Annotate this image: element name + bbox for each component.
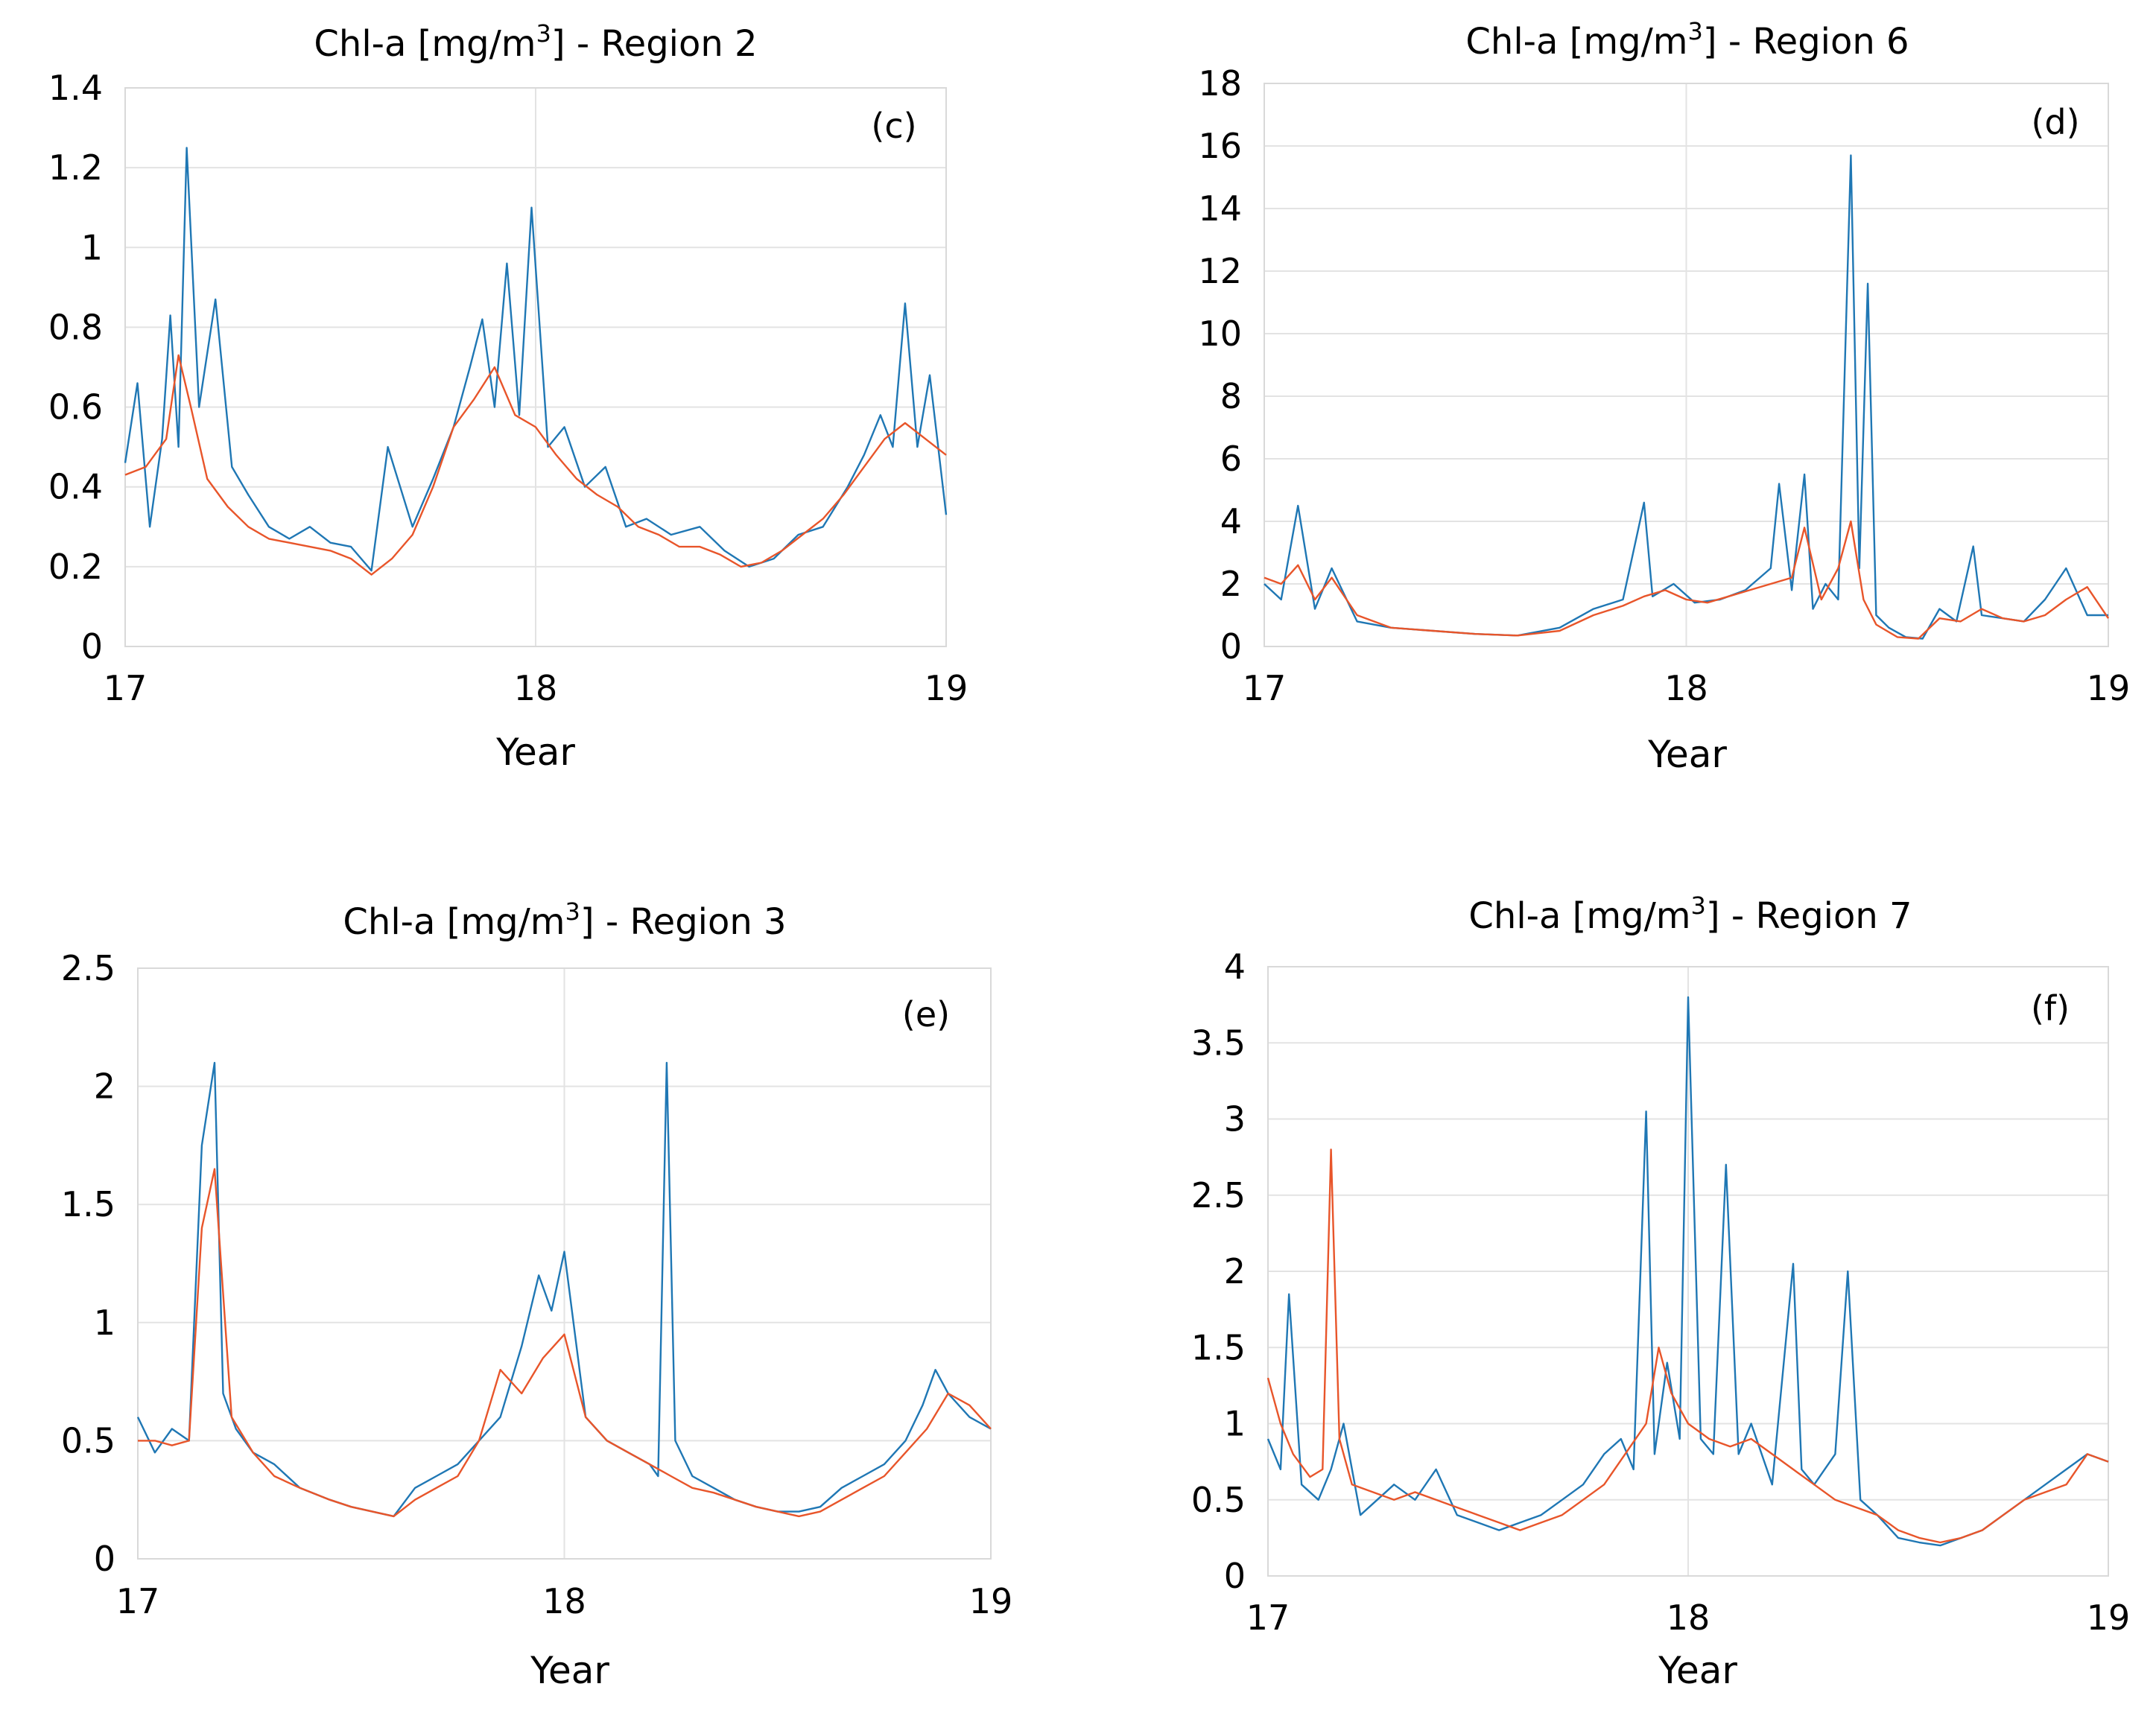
x-axis-label: Year [1658,1649,1737,1692]
y-tick-label: 0.5 [61,1420,115,1461]
y-tick-label: 2 [1220,564,1242,604]
y-tick-label: 16 [1198,126,1242,166]
title-sup: 3 [1688,17,1703,45]
y-tick-label: 2.5 [61,948,115,988]
plot-frame [1267,966,2109,1577]
series-line-blue [1266,996,2109,1547]
chart-title: Chl-a [mg/m3] - Region 3 [343,897,786,943]
chart-panel-region-3: 0 0.5 1 1.5 2 2.5 17 18 19 Chl-a [mg/m3] - Regi… [0,855,1078,1710]
series-line-blue [124,147,948,572]
y-tick-label: 0 [81,626,103,667]
panel-label: (d) [2031,102,2079,142]
chart-panel-region-6: 0 2 4 6 8 10 12 14 16 18 17 18 19 Chl-a [mg/m3] - R… [1078,0,2156,855]
y-tick-label: 0.6 [48,387,103,428]
x-tick-label: 18 [1664,668,1708,708]
y-tick-label: 8 [1220,376,1242,416]
title-prefix: Chl-a [mg/m [1468,895,1690,937]
y-tick-label: 1.2 [48,147,103,188]
chart-svg-region-2: 0 0.2 0.4 0.6 0.8 1 1.2 1.4 17 18 19 Chl-a [mg/m3… [48,19,968,774]
plot-frame [1264,83,2109,647]
y-tick-label: 1 [94,1303,115,1343]
y-tick-label: 2 [1224,1251,1246,1291]
x-tick-label: 17 [1243,668,1287,708]
title-suffix: ] - Region 2 [551,23,758,65]
y-tick-label: 1.5 [61,1184,115,1224]
y-tick-label: 1.5 [1191,1327,1246,1367]
y-tick-label: 1.4 [48,68,103,108]
title-sup: 3 [565,897,580,926]
y-tick-label: 3.5 [1191,1023,1246,1063]
chart-panel-region-2: 0 0.2 0.4 0.6 0.8 1 1.2 1.4 17 18 19 Chl-a [mg/m3… [0,0,1078,855]
chart-title: Chl-a [mg/m3] - Region 6 [1465,17,1909,63]
y-tick-label: 0.5 [1191,1480,1246,1520]
y-tick-label: 10 [1198,314,1242,354]
series-line-orange [124,354,947,576]
x-tick-label: 19 [2087,1598,2131,1638]
chart-svg-region-7: 00.511.522.533.54 17 18 19 Chl-a [mg/m3] -… [1191,891,2131,1692]
y-tick-label: 0 [94,1539,115,1579]
title-sup: 3 [1691,891,1706,920]
x-axis-label: Year [495,731,575,774]
y-tick-label: 6 [1220,439,1242,479]
x-tick-label: 17 [116,1581,160,1621]
plot-frame [124,87,947,647]
title-suffix: ] - Region 7 [1706,895,1912,937]
x-tick-label: 19 [969,1581,1013,1621]
title-suffix: ] - Region 3 [580,901,787,943]
y-tick-label: 18 [1198,63,1242,104]
chart-title: Chl-a [mg/m3] - Region 2 [314,19,757,65]
y-tick-label: 14 [1198,188,1242,229]
title-prefix: Chl-a [mg/m [1465,21,1687,63]
panel-label: (c) [871,106,916,146]
y-tick-label: 4 [1224,947,1246,987]
y-tick-label: 3 [1224,1099,1246,1140]
series-line-orange [1266,1148,2109,1544]
series-line-orange [1264,520,2109,640]
y-tick-label: 0.8 [48,307,103,347]
x-axis-label: Year [1647,733,1727,776]
y-tick-label: 0 [1224,1556,1246,1596]
chart-svg-region-3: 0 0.5 1 1.5 2 2.5 17 18 19 Chl-a [mg/m3] - Regi… [61,897,1013,1692]
title-sup: 3 [536,19,551,48]
x-tick-label: 17 [104,668,148,708]
y-tick-label: 12 [1198,251,1242,291]
x-tick-label: 19 [925,668,968,708]
chart-panel-region-7: 0 0.5 1 1.5 2 2.5 3 3.5 4 17 18 19 Chl-a [mg/m3] -… [1078,855,2156,1710]
x-tick-label: 18 [1667,1598,1710,1638]
y-tick-label: 1 [1224,1404,1246,1444]
y-tick-label: 0.4 [48,467,103,507]
x-tick-label: 18 [542,1581,586,1621]
panel-label: (e) [902,994,950,1034]
y-tick-label: 2.5 [1191,1175,1246,1215]
x-tick-label: 17 [1246,1598,1290,1638]
title-suffix: ] - Region 6 [1703,21,1909,63]
chart-svg-region-6: 0 2 4 6 8 10 12 14 16 18 17 18 19 Chl-a [mg/m3] - R… [1198,17,2131,776]
title-prefix: Chl-a [mg/m [314,23,536,65]
y-tick-label: 2 [94,1067,115,1107]
x-tick-label: 18 [514,668,558,708]
y-tick-label: 0 [1220,626,1242,667]
y-tick-label: 0.2 [48,547,103,587]
y-tick-label: 1 [81,227,103,267]
plot-frame [137,967,992,1560]
y-tick-label: 4 [1220,501,1242,541]
x-axis-label: Year [530,1649,609,1692]
series-line-orange [138,1168,992,1518]
x-tick-label: 19 [2087,668,2131,708]
title-prefix: Chl-a [mg/m [343,901,565,943]
chart-title: Chl-a [mg/m3] - Region 7 [1468,891,1912,937]
panel-label: (f) [2031,988,2070,1029]
